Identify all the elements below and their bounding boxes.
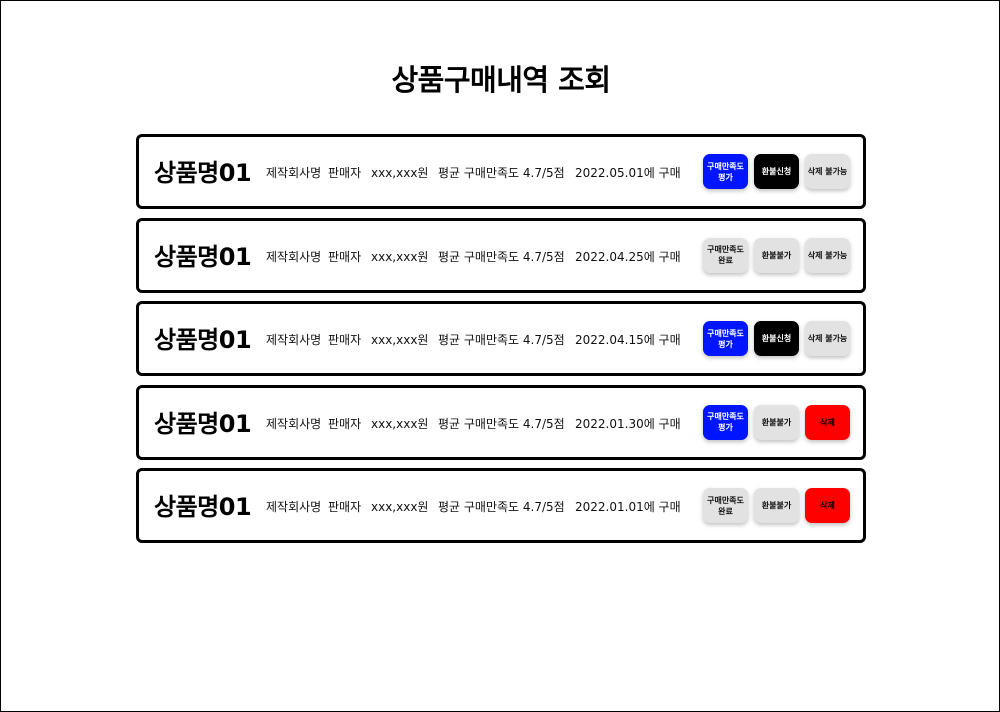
seller-name: 판매자 [328,166,362,180]
average-rating: 평균 구매만족도 4.7/5점 [438,333,565,347]
price: xxx,xxx원 [371,333,429,347]
product-name: 상품명01 [154,242,252,271]
maker-name: 제작회사명 [266,249,322,264]
rating-complete-button[interactable]: 구매만족도 완료 [703,488,748,523]
rate-satisfaction-button[interactable]: 구매만족도 평가 [703,154,748,189]
rate-satisfaction-button[interactable]: 구매만족도 평가 [703,321,748,356]
order-row: 상품명01 제작회사명 판매자 xxx,xxx원 평균 구매만족도 4.7/5점… [136,468,866,543]
refund-unavailable-button[interactable]: 환불불가 [754,237,799,273]
delete-unavailable-button[interactable]: 삭제 불가능 [805,237,850,273]
product-name: 상품명01 [154,493,252,521]
average-rating: 평균 구매만족도 4.7/5점 [438,249,565,264]
price: xxx,xxx원 [371,249,429,264]
purchase-date: 2022.05.01에 구매 [575,166,681,180]
seller-name: 판매자 [328,500,362,514]
maker-name: 제작회사명 [266,333,322,347]
page-title: 상품구매내역 조회 [391,63,611,97]
delete-button[interactable]: 삭제 [805,404,850,440]
refund-unavailable-button[interactable]: 환불불가 [754,488,799,523]
maker-name: 제작회사명 [266,500,322,514]
order-row: 상품명01 제작회사명 판매자 xxx,xxx원 평균 구매만족도 4.7/5점… [136,134,866,209]
rate-satisfaction-button[interactable]: 구매만족도 평가 [703,404,748,440]
product-name: 상품명01 [154,409,252,438]
delete-unavailable-button[interactable]: 삭제 불가능 [805,154,850,189]
seller-name: 판매자 [328,249,362,264]
seller-name: 판매자 [328,416,362,431]
price: xxx,xxx원 [371,500,429,514]
product-name: 상품명01 [154,159,252,187]
delete-unavailable-button[interactable]: 삭제 불가능 [805,321,850,356]
order-row: 상품명01 제작회사명 판매자 xxx,xxx원 평균 구매만족도 4.7/5점… [136,217,866,293]
purchase-date: 2022.01.01에 구매 [575,500,681,514]
seller-name: 판매자 [328,333,362,347]
order-row: 상품명01 제작회사명 판매자 xxx,xxx원 평균 구매만족도 4.7/5점… [136,301,866,376]
maker-name: 제작회사명 [266,416,322,431]
average-rating: 평균 구매만족도 4.7/5점 [438,166,565,180]
purchase-date: 2022.01.30에 구매 [575,416,681,431]
order-list: 상품명01 제작회사명 판매자 xxx,xxx원 평균 구매만족도 4.7/5점… [136,134,866,552]
delete-button[interactable]: 삭제 [805,488,850,523]
average-rating: 평균 구매만족도 4.7/5점 [438,416,565,431]
purchase-date: 2022.04.15에 구매 [575,333,681,347]
product-name: 상품명01 [154,326,252,354]
refund-unavailable-button[interactable]: 환불불가 [754,404,799,440]
average-rating: 평균 구매만족도 4.7/5점 [438,500,565,514]
rating-complete-button[interactable]: 구매만족도 완료 [703,237,748,273]
refund-request-button[interactable]: 환불신청 [754,321,799,356]
price: xxx,xxx원 [371,166,429,180]
refund-request-button[interactable]: 환불신청 [754,154,799,189]
purchase-date: 2022.04.25에 구매 [575,249,681,264]
maker-name: 제작회사명 [266,166,322,180]
price: xxx,xxx원 [371,416,429,431]
order-row: 상품명01 제작회사명 판매자 xxx,xxx원 평균 구매만족도 4.7/5점… [136,384,866,460]
